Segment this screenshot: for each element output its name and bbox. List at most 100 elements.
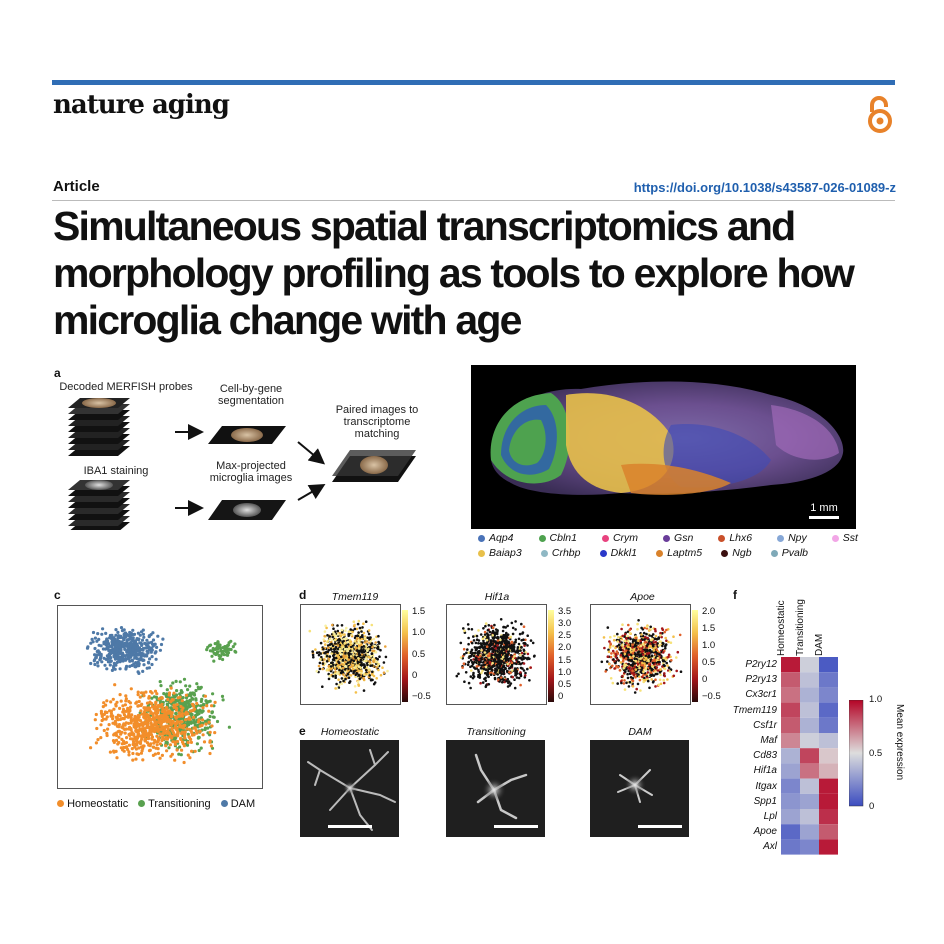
- umap-point: [105, 731, 109, 735]
- feature-point: [622, 682, 626, 685]
- feature-point: [338, 668, 341, 672]
- feature-point: [362, 676, 365, 680]
- feature-point: [521, 654, 525, 658]
- umap-point: [140, 638, 145, 642]
- umap-point: [210, 704, 214, 708]
- feature-point: [481, 637, 485, 641]
- article-type: Article: [53, 178, 100, 195]
- feature-point: [513, 686, 517, 690]
- feature-point: [628, 631, 632, 635]
- umap-point: [122, 717, 126, 721]
- feature-point: [505, 636, 509, 639]
- feature-point: [334, 674, 337, 677]
- umap-point: [104, 641, 108, 645]
- feature-point: [382, 671, 386, 674]
- feature-point: [480, 658, 484, 661]
- umap-point: [116, 630, 120, 634]
- feature-point: [353, 640, 357, 643]
- feature-point: [493, 677, 497, 681]
- feature-point: [326, 634, 329, 637]
- feature-point: [504, 666, 507, 670]
- umap-point: [99, 644, 103, 648]
- umap-point: [138, 727, 142, 731]
- umap-point: [93, 636, 97, 640]
- journal-name: nature aging: [53, 90, 230, 120]
- merfish-brain-image: 1 mm: [471, 365, 856, 529]
- feature-point: [649, 625, 652, 629]
- feature-point: [496, 656, 499, 659]
- feature-point: [341, 658, 345, 662]
- feature-point: [612, 658, 615, 661]
- feature-point: [482, 641, 486, 645]
- umap-point: [128, 725, 132, 729]
- feature-point: [357, 652, 361, 656]
- umap-point: [93, 653, 97, 657]
- feature-point: [678, 633, 682, 637]
- feature-point: [343, 647, 347, 651]
- umap-point: [182, 677, 187, 681]
- tick-label: 0: [558, 690, 564, 702]
- umap-point: [150, 648, 154, 652]
- feature-point: [672, 635, 675, 638]
- feature-point: [364, 644, 368, 647]
- feature-point: [516, 660, 520, 664]
- umap-point: [93, 718, 97, 722]
- feature-point: [642, 680, 645, 684]
- umap-point: [151, 638, 156, 642]
- umap-point: [135, 722, 139, 726]
- umap-point: [122, 722, 126, 726]
- umap-point: [185, 701, 189, 705]
- feature-point: [649, 666, 652, 670]
- feature-point: [477, 670, 480, 673]
- umap-point: [124, 741, 129, 745]
- tick-label: 2.5: [558, 630, 572, 642]
- feature-point: [640, 633, 643, 636]
- feature-point: [370, 678, 373, 681]
- feature-point: [510, 648, 514, 652]
- umap-point: [137, 664, 141, 668]
- feature-point: [357, 647, 361, 650]
- umap-point: [173, 700, 177, 704]
- feature-point: [371, 670, 374, 674]
- umap-point: [100, 660, 104, 664]
- umap-point: [158, 756, 162, 760]
- feature-point: [323, 658, 326, 661]
- umap-point: [129, 705, 133, 709]
- doi-link[interactable]: https://doi.org/10.1038/s43587-026-01089…: [633, 180, 896, 195]
- feature-point: [645, 644, 649, 648]
- feature-point: [344, 644, 347, 647]
- feature-point: [472, 635, 475, 638]
- feature-point: [501, 639, 505, 643]
- umap-point: [105, 645, 109, 650]
- feature-point: [522, 669, 526, 672]
- feature-point: [523, 652, 526, 656]
- feature-point: [482, 627, 485, 630]
- feature-point: [349, 660, 352, 664]
- umap-point: [123, 703, 127, 707]
- umap-point: [126, 721, 131, 725]
- umap-point: [140, 702, 144, 706]
- feature-point: [493, 633, 496, 637]
- umap-point: [184, 693, 188, 697]
- feature-point: [376, 664, 380, 667]
- umap-point: [93, 662, 97, 667]
- apoe-feature-plot: [590, 604, 698, 705]
- heatmap-cell: [781, 672, 800, 688]
- tmem119-feature-plot: [300, 604, 408, 705]
- umap-point: [141, 724, 145, 728]
- feature-point: [325, 654, 329, 658]
- feature-point: [323, 651, 326, 655]
- feature-point: [500, 668, 504, 671]
- umap-point: [174, 708, 179, 712]
- feature-point: [487, 624, 491, 627]
- feature-point: [339, 634, 343, 638]
- feature-point: [667, 653, 671, 657]
- umap-point: [165, 749, 169, 753]
- feature-point: [362, 622, 365, 625]
- feature-point: [357, 669, 360, 672]
- feature-point: [367, 632, 371, 636]
- heatmap-cell: [819, 687, 838, 703]
- umap-point: [142, 635, 146, 639]
- plot-title: Apoe: [630, 591, 655, 603]
- feature-point: [374, 650, 378, 654]
